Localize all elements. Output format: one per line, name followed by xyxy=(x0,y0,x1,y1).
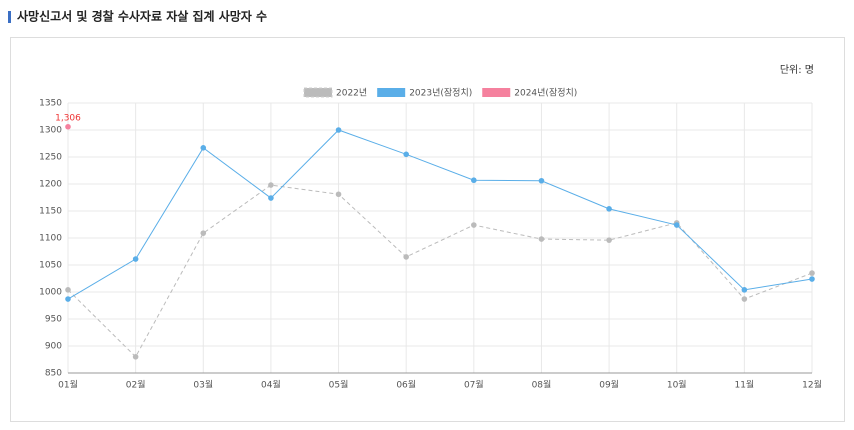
point xyxy=(132,354,139,360)
x-tick-label: 05월 xyxy=(329,379,349,391)
y-tick-label: 1000 xyxy=(39,288,62,298)
point xyxy=(335,127,342,133)
legend-label: 2023년(잠정치) xyxy=(409,87,472,99)
x-tick-label: 08월 xyxy=(532,379,552,391)
legend-label: 2024년(잠정치) xyxy=(514,87,577,99)
point xyxy=(65,296,71,302)
x-tick-label: 07월 xyxy=(464,379,484,391)
point xyxy=(471,222,477,228)
y-tick-label: 850 xyxy=(45,369,62,379)
point xyxy=(335,191,342,198)
x-tick-label: 02월 xyxy=(126,379,146,391)
legend: 2022년 2023년(잠정치) 2024년(잠정치) xyxy=(303,87,577,99)
point xyxy=(809,270,815,276)
point xyxy=(200,145,207,151)
x-tick-label: 01월 xyxy=(58,379,78,391)
y-tick-label: 1300 xyxy=(39,126,62,136)
legend-swatch xyxy=(482,88,511,97)
point xyxy=(606,237,612,243)
point xyxy=(538,177,545,184)
title-bar xyxy=(8,11,11,23)
y-tick-label: 1350 xyxy=(39,99,62,109)
point xyxy=(538,236,545,242)
y-tick-label: 950 xyxy=(45,315,62,325)
point xyxy=(741,287,748,293)
y-tick-label: 1200 xyxy=(39,180,62,190)
point xyxy=(471,177,477,184)
point xyxy=(403,151,409,158)
point xyxy=(606,206,612,212)
panel xyxy=(10,37,845,422)
point xyxy=(200,230,207,236)
legend-swatch xyxy=(377,88,406,97)
x-tick-label: 03월 xyxy=(193,379,213,391)
point xyxy=(741,296,748,302)
x-tick-label: 09월 xyxy=(599,379,619,391)
y-tick-label: 1050 xyxy=(39,261,62,271)
x-tick-label: 11월 xyxy=(734,379,754,391)
legend-swatch xyxy=(303,87,333,98)
point xyxy=(132,256,139,262)
y-tick-label: 1150 xyxy=(39,207,62,217)
point xyxy=(673,222,680,228)
unit-label: 단위: 명 xyxy=(780,63,814,76)
point xyxy=(809,276,815,282)
y-tick-label: 1250 xyxy=(39,153,62,163)
series-line xyxy=(67,129,813,300)
y-tick-label: 900 xyxy=(45,342,62,352)
y-tick-label: 1100 xyxy=(39,234,62,244)
x-tick-label: 04월 xyxy=(261,379,281,391)
point xyxy=(65,287,71,293)
x-tick-label: 06월 xyxy=(396,379,416,391)
chart-title: 사망신고서 및 경찰 수사자료 자살 집계 사망자 수 xyxy=(17,9,267,24)
point xyxy=(268,182,274,188)
point xyxy=(268,195,274,201)
legend-label: 2022년 xyxy=(336,88,367,99)
value-label: 1,306 xyxy=(55,113,81,123)
x-tick-label: 10월 xyxy=(667,379,687,391)
x-tick-label: 12월 xyxy=(802,379,822,391)
point xyxy=(403,254,409,260)
point xyxy=(65,123,71,130)
